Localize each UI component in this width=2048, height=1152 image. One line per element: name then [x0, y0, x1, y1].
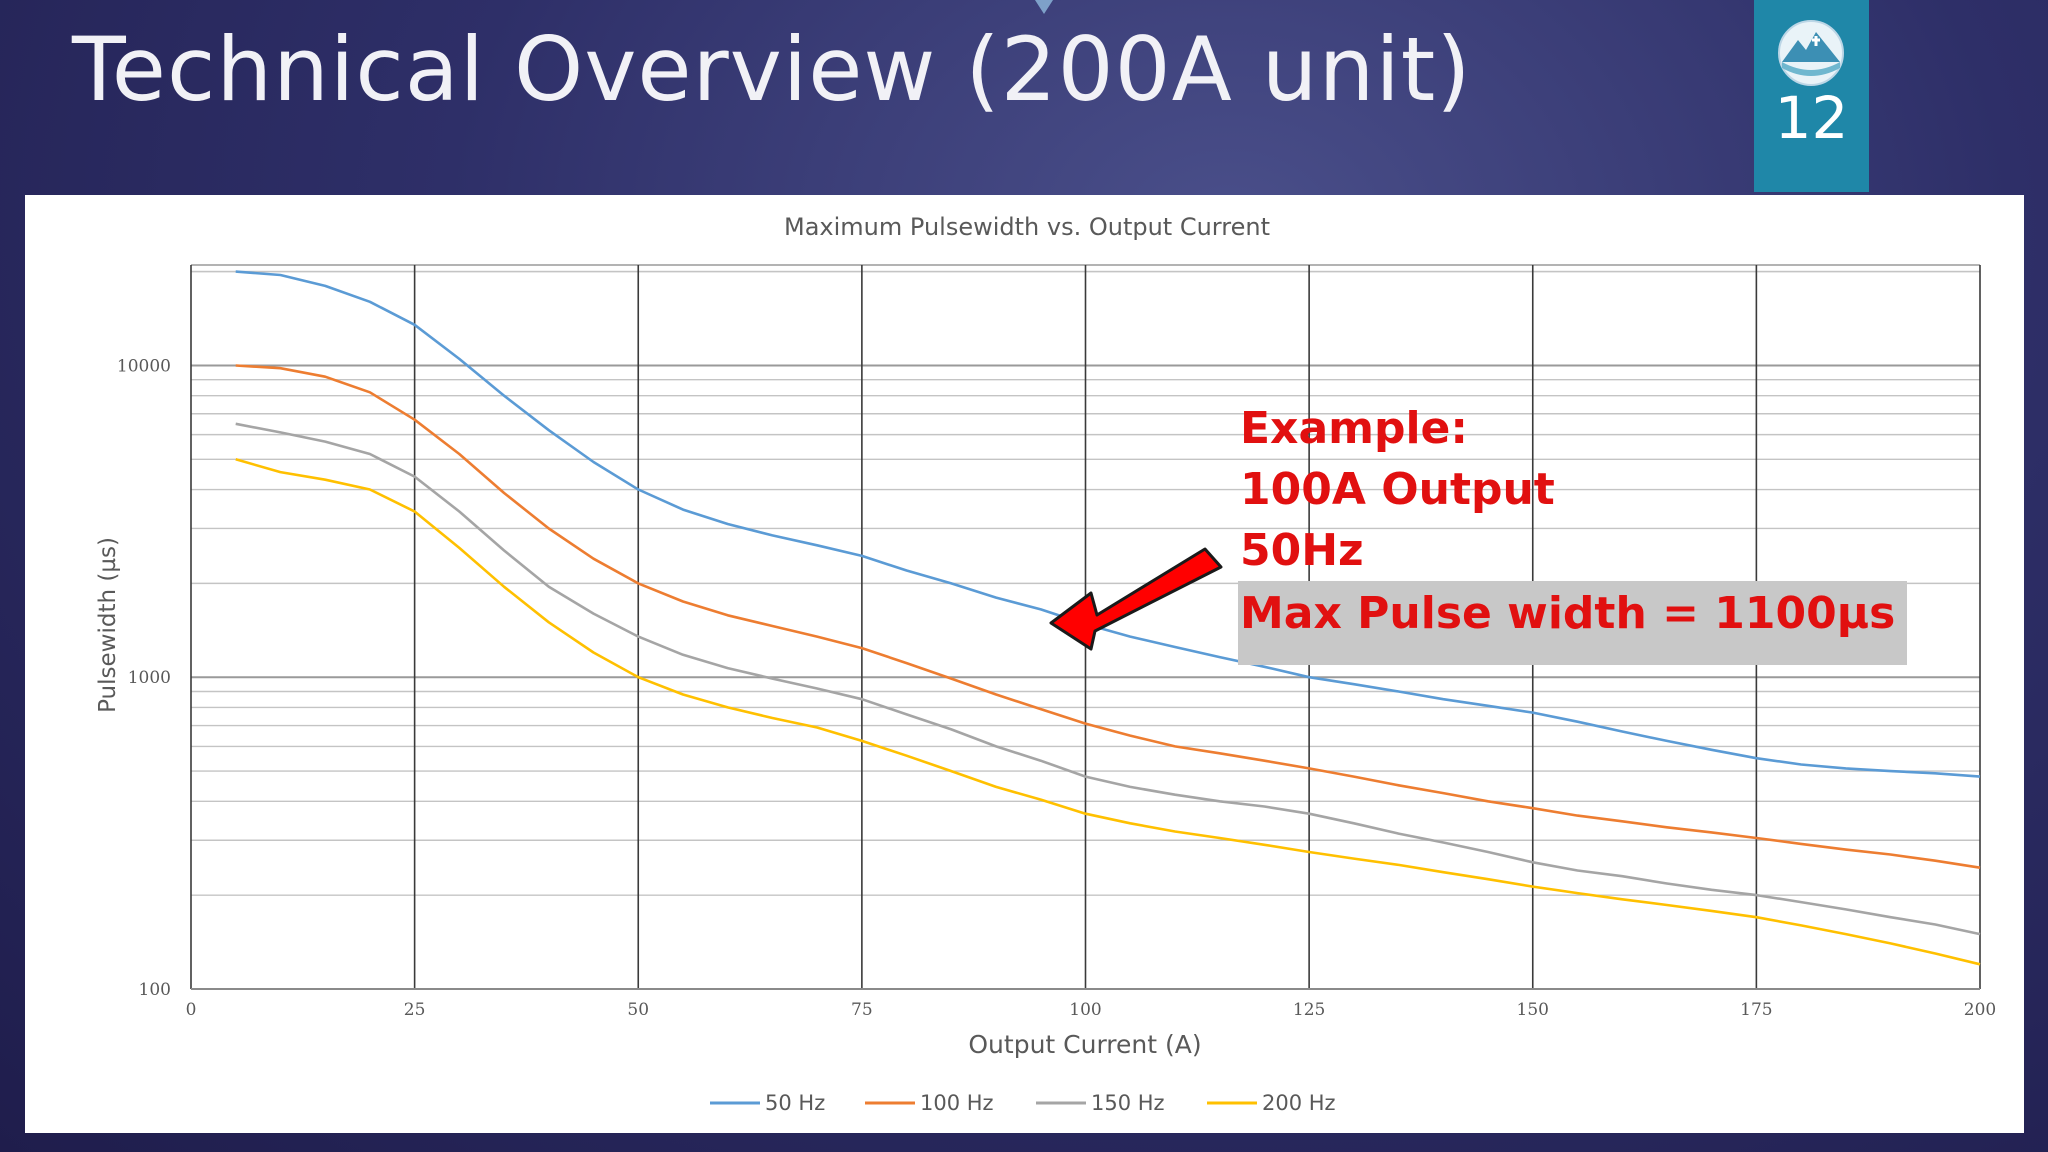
legend-label: 100 Hz — [920, 1091, 994, 1115]
x-tick-label: 150 — [1517, 1000, 1549, 1020]
x-tick-label: 200 — [1964, 1000, 1996, 1020]
chart-title: Maximum Pulsewidth vs. Output Current — [784, 213, 1270, 241]
legend-item: 100 Hz — [865, 1091, 994, 1115]
x-tick-label: 25 — [404, 1000, 426, 1020]
x-tick-label: 75 — [851, 1000, 873, 1020]
x-axis-label: Output Current (A) — [968, 1030, 1201, 1059]
series-line-50-hz — [235, 270, 1981, 778]
legend-item: 50 Hz — [710, 1091, 825, 1115]
chart-legend: 50 Hz 100 Hz 150 Hz 200 Hz — [710, 1091, 1336, 1115]
x-tick-label: 0 — [186, 1000, 197, 1020]
annotation-line-3: 50Hz — [1240, 525, 1364, 576]
page-badge: 12 — [1754, 0, 1869, 192]
y-tick-label: 1000 — [128, 668, 171, 688]
y-tick-label: 10000 — [117, 356, 171, 376]
page-number: 12 — [1774, 84, 1849, 152]
legend-label: 200 Hz — [1262, 1091, 1336, 1115]
series-line-200-hz — [235, 458, 1981, 966]
triangle-marker-icon — [1035, 0, 1053, 14]
pulsewidth-chart: 0 25 50 75 100 125 150 175 200 100 1000 10000 Maxim… — [95, 213, 1996, 1115]
example-annotation: Example: 100A Output 50Hz Max Pulse widt… — [1238, 398, 1908, 665]
legend-item: 200 Hz — [1207, 1091, 1336, 1115]
legend-label: 50 Hz — [765, 1091, 825, 1115]
legend-label: 150 Hz — [1091, 1091, 1165, 1115]
series-line-150-hz — [235, 422, 1981, 936]
x-tick-label: 50 — [627, 1000, 649, 1020]
series-line-100-hz — [235, 364, 1981, 869]
arrow-icon — [1049, 547, 1223, 651]
x-tick-label: 125 — [1293, 1000, 1325, 1020]
y-tick-label: 100 — [139, 980, 171, 1000]
legend-item: 150 Hz — [1036, 1091, 1165, 1115]
x-tick-label: 175 — [1740, 1000, 1772, 1020]
annotation-line-1: Example: — [1240, 403, 1468, 454]
annotation-line-2: 100A Output — [1240, 464, 1555, 515]
annotation-highlight: Max Pulse width = 1100µs — [1238, 581, 1908, 665]
y-axis-label: Pulsewidth (µs) — [95, 537, 121, 713]
x-tick-label: 100 — [1069, 1000, 1101, 1020]
page-title: Technical Overview (200A unit) — [72, 18, 1472, 121]
logo-icon — [1778, 20, 1844, 86]
